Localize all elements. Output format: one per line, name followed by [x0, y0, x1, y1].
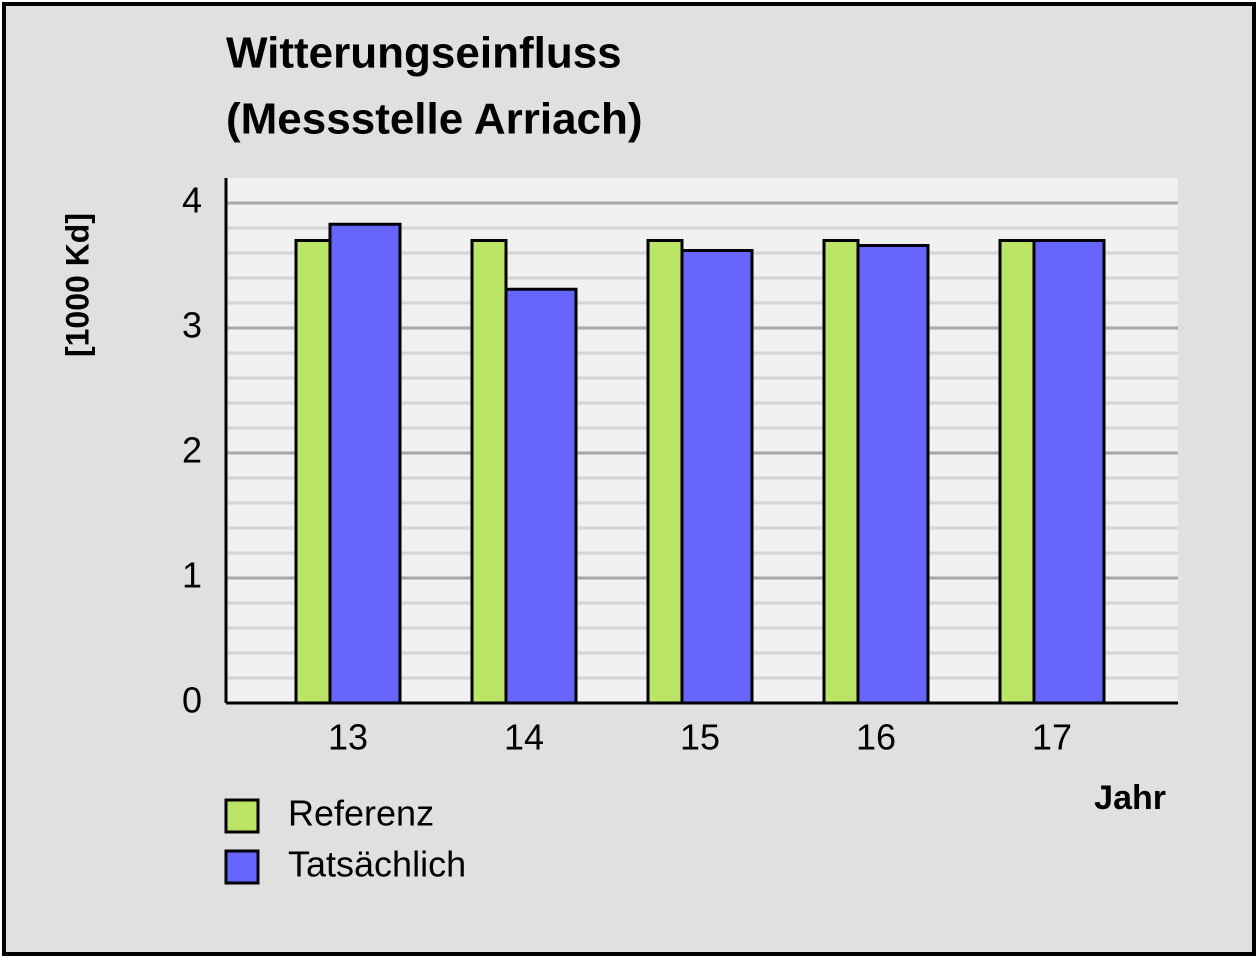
bar [504, 287, 578, 705]
bar [294, 239, 332, 705]
y-tick-label: 0 [182, 680, 202, 721]
bar [680, 249, 754, 705]
bar [998, 239, 1036, 705]
x-tick-label: 15 [680, 717, 720, 758]
y-axis-label: [1000 Kd] [59, 213, 95, 357]
bar [822, 239, 860, 705]
legend-label: Referenz [288, 793, 434, 834]
legend-swatch [224, 798, 260, 834]
y-tick-label: 1 [182, 555, 202, 596]
bar [1032, 239, 1106, 705]
y-tick-label: 3 [182, 305, 202, 346]
y-tick-label: 2 [182, 430, 202, 471]
bar [328, 222, 402, 705]
x-axis-label: Jahr [1094, 779, 1166, 817]
bar [470, 239, 508, 705]
y-tick-label: 4 [182, 180, 202, 221]
x-tick-label: 13 [328, 717, 368, 758]
x-tick-label: 16 [856, 717, 896, 758]
bar [856, 244, 930, 705]
chart-title: (Messstelle Arriach) [226, 95, 643, 144]
legend-swatch [224, 849, 260, 885]
x-tick-label: 17 [1032, 717, 1072, 758]
bar [646, 239, 684, 705]
legend-label: Tatsächlich [288, 844, 466, 885]
chart-title: Witterungseinfluss [226, 29, 622, 78]
x-tick-label: 14 [504, 717, 544, 758]
